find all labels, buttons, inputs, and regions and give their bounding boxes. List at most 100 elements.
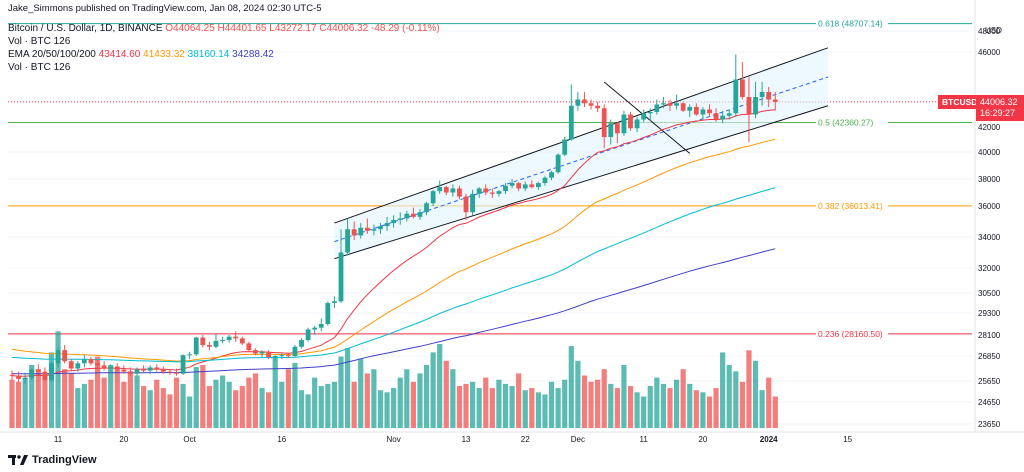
volume-bar	[555, 388, 561, 428]
time-tick-label: 13	[462, 435, 471, 444]
ema50-value: 41433.32	[143, 49, 185, 60]
volume-bar	[266, 392, 272, 428]
volume-bar	[9, 379, 15, 428]
channel-lower-line	[334, 105, 829, 260]
volume-bar	[706, 396, 713, 428]
candle-body	[489, 192, 495, 194]
candle-body	[259, 351, 265, 354]
volume-bar	[344, 348, 351, 428]
bar-countdown: 16:29:27	[980, 108, 1016, 118]
price-tick-label: 32000	[978, 264, 1001, 273]
volume-bar	[206, 386, 212, 428]
volume-bar	[371, 369, 377, 428]
volume-bar	[673, 379, 680, 428]
volume-bar	[693, 390, 699, 428]
volume-bar	[575, 360, 581, 428]
time-tick-label: 20	[698, 435, 707, 444]
volume-bar	[391, 388, 397, 428]
ema-indicator-line[interactable]: EMA 20/50/100/200 43414.60 41433.32 3816…	[8, 48, 274, 61]
channel-mid-line	[334, 76, 829, 243]
ema-label: EMA 20/50/100/200	[8, 49, 96, 60]
candle-body	[378, 226, 383, 230]
candle-body	[193, 337, 199, 355]
volume-bar	[358, 358, 364, 428]
candle-body	[713, 113, 719, 120]
candle-body	[601, 108, 607, 137]
volume-bar	[233, 390, 239, 428]
volume-bar	[423, 365, 430, 428]
time-tick-label: Oct	[183, 435, 196, 444]
tradingview-logo[interactable]: TradingView	[8, 454, 97, 466]
volume-bar	[443, 360, 449, 428]
candle-body	[338, 252, 344, 302]
ema200-value: 34288.42	[232, 49, 274, 60]
fib-label-bg	[816, 328, 888, 339]
candle-body	[364, 227, 370, 231]
volume-bar	[15, 381, 22, 428]
candle-body	[628, 114, 633, 129]
candle-body	[470, 193, 475, 213]
volume-bar	[627, 386, 634, 428]
candle-body	[516, 183, 522, 189]
price-tick-label: 29300	[978, 309, 1001, 318]
volume-bar	[226, 381, 232, 428]
time-tick-label: 16	[277, 435, 286, 444]
volume-bar	[364, 373, 370, 428]
volume-bar	[548, 381, 555, 428]
fib-level-label: 0.618 (48707.14)	[818, 19, 883, 29]
candle-body	[42, 371, 48, 380]
candle-body	[207, 345, 212, 347]
volume-bar	[608, 383, 614, 428]
price-tick-label: 23650	[978, 420, 1001, 429]
candle-body	[220, 340, 225, 342]
fib-label-bg	[816, 117, 888, 128]
symbol-title[interactable]: Bitcoin / U.S. Dollar, 1D, BINANCE	[8, 23, 163, 34]
volume-bar	[127, 371, 134, 428]
candle-body	[292, 346, 298, 356]
volume-bar	[312, 377, 318, 428]
volume-bar	[180, 383, 186, 428]
volume-bar	[759, 390, 765, 428]
volume-bar	[601, 369, 607, 428]
candle-body	[384, 223, 390, 227]
candle-body	[687, 107, 693, 111]
volume-bar	[516, 373, 522, 428]
candle-body	[700, 109, 706, 115]
candle-body	[285, 355, 291, 357]
fib-level-label: 0.382 (36013.41)	[818, 201, 883, 211]
time-tick-label: 20	[119, 435, 128, 444]
candle-body	[568, 105, 574, 140]
candle-body	[536, 183, 541, 188]
candle-body	[305, 329, 311, 341]
candle-body	[272, 356, 278, 358]
volume-bar	[292, 362, 298, 428]
volume-bar	[687, 383, 693, 428]
candle-body	[318, 324, 324, 328]
price-tick-label: 24650	[978, 398, 1001, 407]
volume-indicator-line[interactable]: Vol · BTC 126	[8, 36, 71, 47]
symbol-line: Bitcoin / U.S. Dollar, 1D, BINANCE O4406…	[8, 22, 440, 35]
candle-body	[239, 338, 245, 344]
candle-body	[437, 187, 443, 192]
candle-body	[739, 79, 745, 97]
candle-body	[661, 103, 666, 105]
ema20-value: 43414.60	[98, 49, 141, 60]
candle-body	[62, 350, 68, 362]
volume-bar	[338, 356, 344, 428]
volume-bar	[298, 390, 305, 428]
candle-body	[35, 369, 41, 372]
volume-bar	[660, 383, 667, 428]
time-tick-label: Dec	[571, 435, 585, 444]
candle-body	[463, 196, 469, 213]
candle-body	[647, 112, 653, 114]
candle-body	[29, 369, 35, 378]
volume-bar	[450, 369, 456, 428]
volume-bar	[62, 369, 68, 428]
volume-indicator-line-2[interactable]: Vol · BTC 126	[8, 62, 71, 73]
candle-body	[154, 367, 160, 370]
last-price: 44006.32	[980, 97, 1018, 107]
candle-body	[68, 361, 74, 369]
volume-bar	[252, 373, 259, 428]
candle-body	[332, 301, 337, 303]
